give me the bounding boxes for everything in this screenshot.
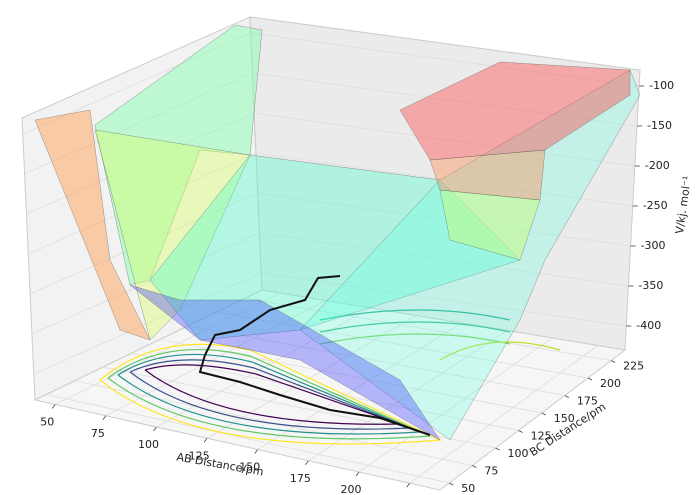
x-tick-label: 100 xyxy=(138,438,159,451)
trajectory xyxy=(198,275,431,436)
grid-line xyxy=(22,32,640,135)
z-tick-label: -150 xyxy=(647,119,672,132)
tick-mark xyxy=(102,415,107,420)
grid-line xyxy=(28,152,633,255)
x-tick-label: 125 xyxy=(189,449,210,462)
panes xyxy=(21,16,641,491)
z-tick-label: -200 xyxy=(645,159,670,172)
grid-line xyxy=(24,72,638,175)
y-tick-label: 50 xyxy=(461,482,475,495)
tick-mark xyxy=(305,460,309,465)
grid xyxy=(22,32,640,484)
tick-mark xyxy=(495,447,500,451)
x-tick-label: 200 xyxy=(341,483,362,495)
y-tick-label: 150 xyxy=(554,412,575,425)
grid-line xyxy=(409,345,599,484)
y-tick-label: 225 xyxy=(623,360,644,373)
z-tick-label: -350 xyxy=(638,279,663,292)
surface xyxy=(34,24,641,441)
contours xyxy=(99,309,561,445)
z-tick-label: -400 xyxy=(636,319,661,332)
grid-line xyxy=(31,232,629,335)
tick-mark xyxy=(564,395,570,398)
grid-line xyxy=(33,272,627,375)
grid-line xyxy=(30,192,631,295)
tick-mark xyxy=(449,482,454,486)
tick-mark xyxy=(51,404,56,409)
z-tick-label: -250 xyxy=(643,199,668,212)
x-tick-label: 50 xyxy=(40,416,54,429)
x-tick-label: 175 xyxy=(290,472,311,485)
y-tick-label: 200 xyxy=(600,377,621,390)
tick-mark xyxy=(153,426,157,432)
x-tick-label: 75 xyxy=(91,427,105,440)
tick-mark xyxy=(472,465,477,468)
z-axis-label: V/kj. mol⁻¹ xyxy=(673,175,694,235)
z-tick-label: -100 xyxy=(649,79,674,92)
grid-line xyxy=(358,337,553,473)
x-tick-label: 150 xyxy=(239,461,260,474)
tick-mark xyxy=(203,438,208,443)
tick-mark xyxy=(541,412,546,416)
tick-mark xyxy=(254,449,259,454)
grid-line xyxy=(244,297,612,361)
y-tick-label: 125 xyxy=(531,430,552,443)
grid-line xyxy=(188,325,565,396)
grid-line xyxy=(46,394,450,484)
z-tick-label: -300 xyxy=(641,239,666,252)
tick-mark xyxy=(518,430,523,433)
y-tick-label: 175 xyxy=(577,395,598,408)
tick-mark xyxy=(355,471,360,477)
tick-mark xyxy=(610,360,616,363)
tick-mark xyxy=(587,377,593,381)
y-tick-label: 100 xyxy=(508,447,529,460)
grid-line xyxy=(105,300,326,417)
grid-line xyxy=(55,292,281,405)
tick-mark xyxy=(406,483,410,488)
y-tick-label: 75 xyxy=(484,465,498,478)
grid-line xyxy=(257,322,462,450)
grid-line xyxy=(216,311,589,379)
